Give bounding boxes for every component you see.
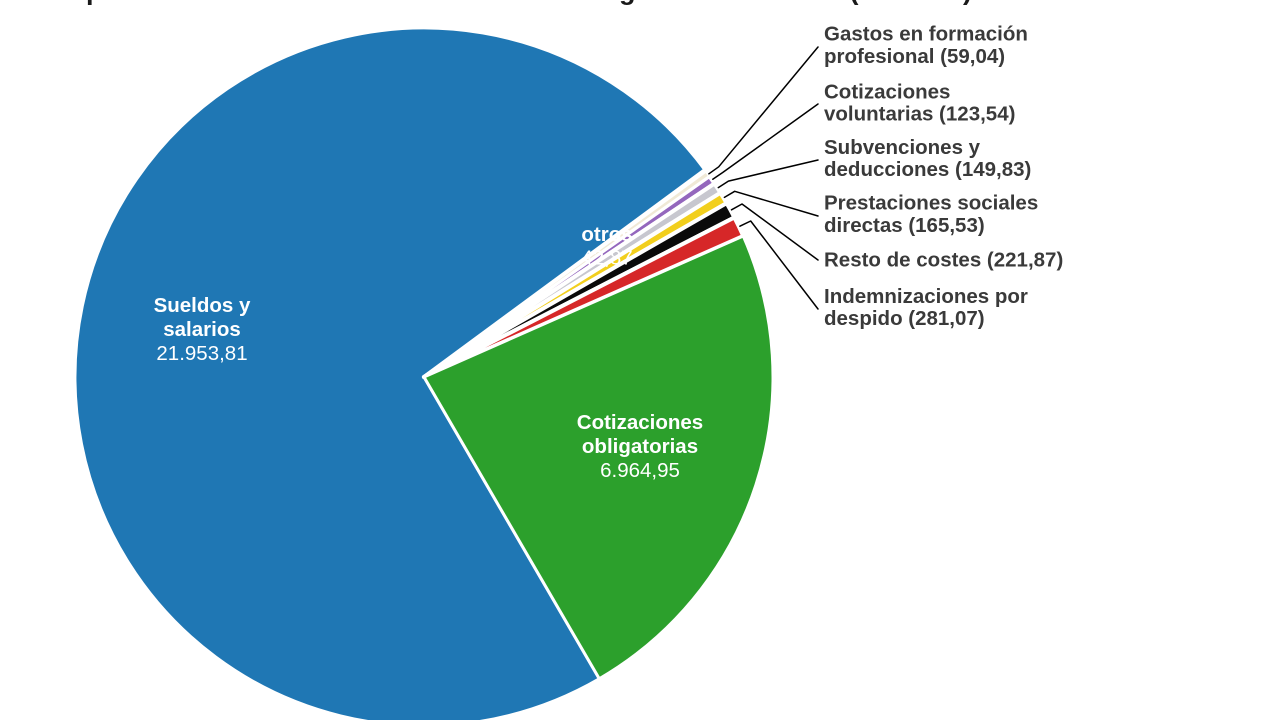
svg-text:Prestaciones sociales: Prestaciones sociales	[824, 192, 1038, 215]
svg-text:Cotizaciones: Cotizaciones	[577, 411, 703, 434]
svg-text:Sueldos y: Sueldos y	[154, 294, 251, 317]
svg-text:): )	[963, 0, 972, 6]
svg-text:voluntarias (123,54): voluntarias (123,54)	[824, 103, 1015, 126]
svg-text:profesional (59,04): profesional (59,04)	[824, 45, 1005, 68]
svg-text:deducciones (149,83): deducciones (149,83)	[824, 158, 1031, 181]
svg-text:Indemnizaciones por: Indemnizaciones por	[824, 285, 1028, 308]
svg-text:Resto de costes (221,87): Resto de costes (221,87)	[824, 248, 1063, 271]
svg-text:otros: otros	[581, 223, 632, 246]
svg-text:21.953,81: 21.953,81	[156, 342, 247, 365]
svg-text:Subvenciones y: Subvenciones y	[824, 136, 981, 159]
svg-text:g: g	[619, 0, 636, 6]
svg-text:42,87: 42,87	[581, 247, 632, 270]
svg-text:salarios: salarios	[163, 318, 241, 341]
svg-text:Cotizaciones: Cotizaciones	[824, 80, 950, 103]
svg-text:(: (	[850, 0, 859, 6]
svg-text:despido (281,07): despido (281,07)	[824, 307, 985, 330]
svg-text:p: p	[86, 0, 103, 6]
svg-text:Gastos en formación: Gastos en formación	[824, 23, 1028, 46]
svg-text:directas (165,53): directas (165,53)	[824, 214, 985, 237]
svg-text:obligatorias: obligatorias	[582, 435, 698, 458]
svg-text:6.964,95: 6.964,95	[600, 459, 680, 482]
